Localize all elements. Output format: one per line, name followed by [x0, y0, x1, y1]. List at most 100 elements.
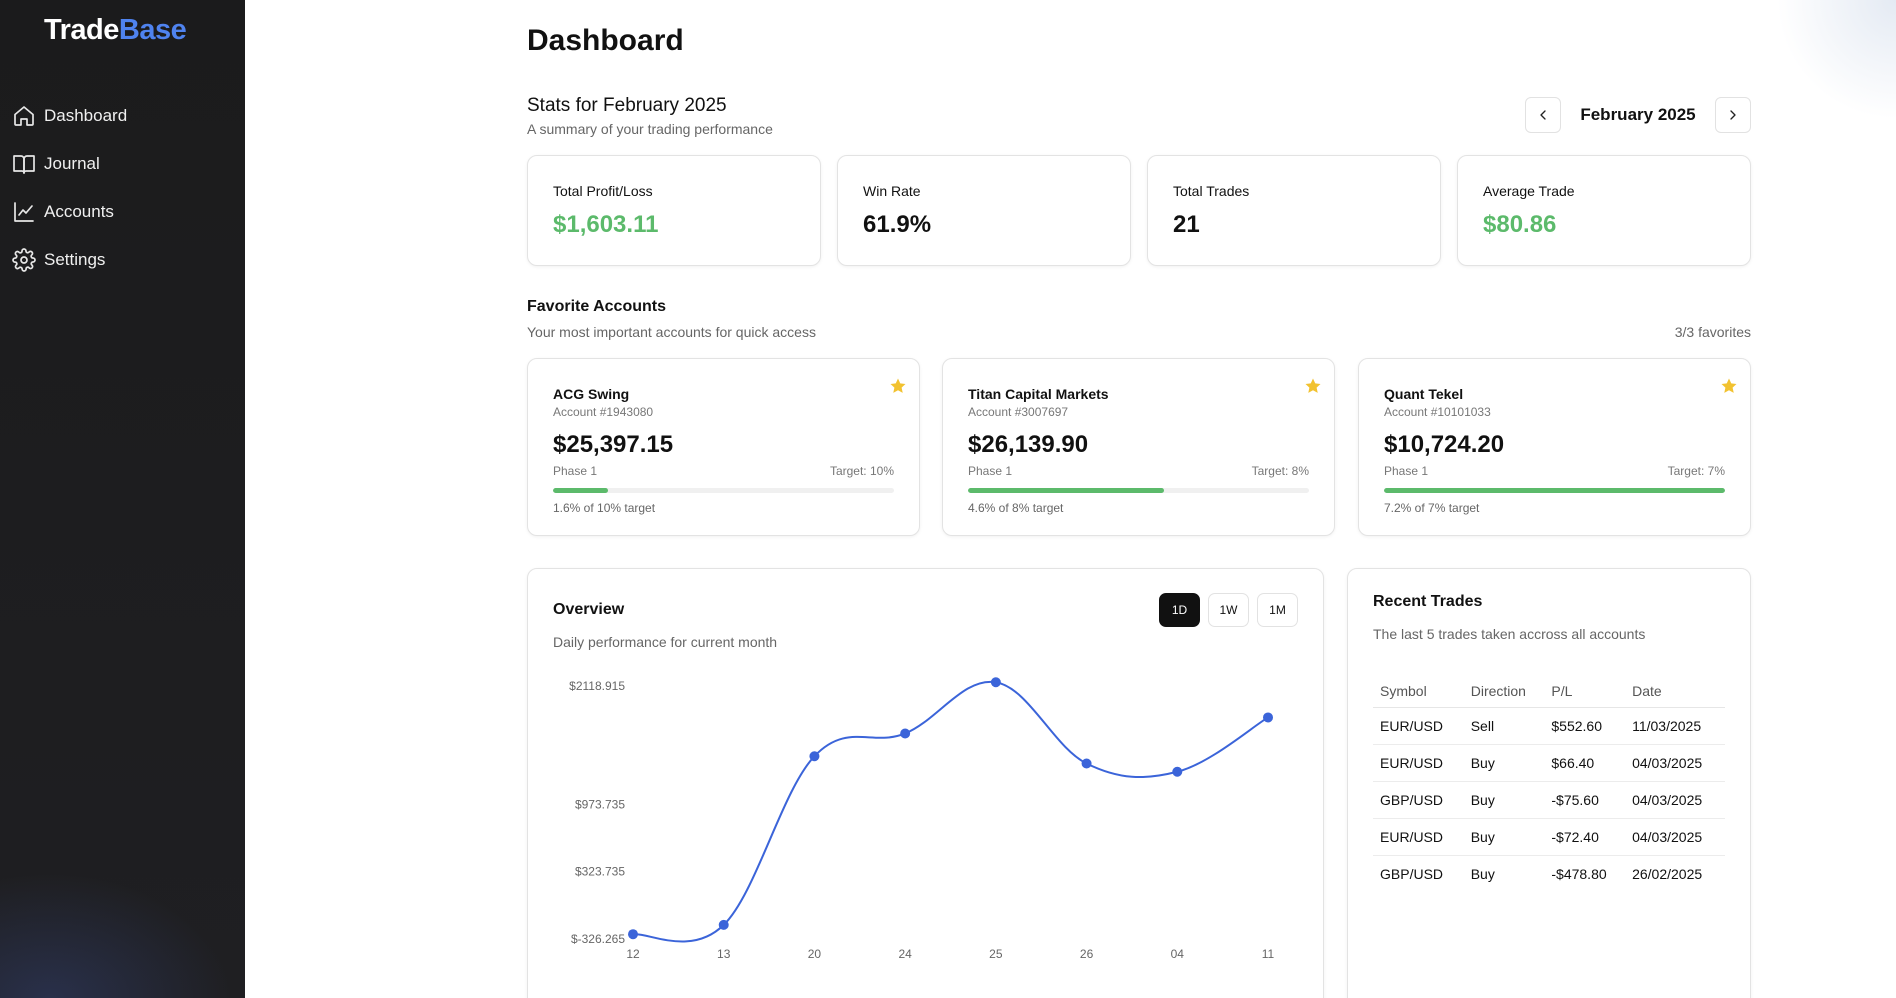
- y-tick-label: $-326.265: [571, 932, 625, 946]
- sidebar-item-settings[interactable]: Settings: [12, 236, 127, 284]
- star-icon: [890, 378, 906, 393]
- trade-date: 04/03/2025: [1625, 781, 1725, 819]
- recent-trades-title: Recent Trades: [1373, 593, 1483, 610]
- account-card[interactable]: Titan Capital Markets Account #3007697 $…: [942, 358, 1335, 536]
- data-point[interactable]: [1263, 712, 1273, 723]
- x-tick-label: 25: [989, 947, 1003, 961]
- sidebar: TradeBase Dashboard Journal Accounts Set…: [0, 0, 245, 998]
- x-tick-label: 04: [1171, 947, 1185, 961]
- series-line: [632, 680, 1269, 943]
- home-icon: [14, 106, 34, 126]
- favorites-count: 3/3 favorites: [1674, 324, 1751, 340]
- trade-date: 11/03/2025: [1625, 707, 1725, 745]
- next-month-button[interactable]: [1715, 97, 1751, 133]
- trade-pl: -$478.80: [1551, 865, 1607, 882]
- trade-direction: Buy: [1463, 818, 1545, 856]
- stat-label: Win Rate: [863, 183, 921, 199]
- range-button-1w[interactable]: 1W: [1208, 593, 1249, 627]
- table-row[interactable]: EUR/USD Sell $552.60 11/03/2025: [1373, 707, 1725, 745]
- table-row[interactable]: EUR/USD Buy $66.40 04/03/2025: [1373, 744, 1725, 782]
- trade-pl: -$75.60: [1544, 781, 1626, 819]
- account-name: Titan Capital Markets: [968, 386, 1109, 402]
- data-point[interactable]: [900, 728, 911, 739]
- progress-fill: [553, 488, 608, 493]
- current-month-label: February 2025: [1580, 105, 1696, 124]
- y-tick-label: $2118.915: [569, 679, 625, 693]
- column-header-pl[interactable]: P/L: [1544, 675, 1626, 708]
- account-card[interactable]: Quant Tekel Account #10101033 $10,724.20…: [1358, 358, 1751, 536]
- data-point[interactable]: [990, 677, 1001, 688]
- data-point[interactable]: [809, 751, 820, 762]
- recent-trades-table: Symbol Direction P/L Date EUR/USD Sell $…: [1373, 675, 1725, 892]
- logo-main-text: Trade: [44, 14, 119, 46]
- x-tick-label: 13: [717, 947, 731, 961]
- range-selector: 1D 1W 1M: [1151, 593, 1298, 627]
- stat-label: Total Trades: [1173, 183, 1250, 199]
- column-header-date[interactable]: Date: [1625, 675, 1725, 708]
- trade-date: 04/03/2025: [1625, 744, 1725, 782]
- data-point[interactable]: [1081, 758, 1092, 769]
- app-logo[interactable]: TradeBase: [44, 14, 187, 47]
- data-point[interactable]: [1172, 766, 1183, 777]
- y-tick-label: $323.735: [575, 865, 625, 879]
- trade-pl: $66.40: [1544, 744, 1626, 782]
- logo-accent-text: Base: [118, 14, 187, 46]
- column-header-symbol[interactable]: Symbol: [1373, 675, 1464, 708]
- trade-symbol: EUR/USD: [1373, 744, 1464, 782]
- month-navigator: February 2025: [1525, 97, 1751, 133]
- table-row[interactable]: EUR/USD Buy -$72.40 04/03/2025: [1373, 818, 1725, 856]
- trade-direction: Sell: [1463, 707, 1545, 745]
- account-name: Quant Tekel: [1384, 386, 1464, 402]
- progress-bar: [553, 488, 894, 493]
- account-target: Target: 10%: [829, 464, 894, 478]
- data-point[interactable]: [628, 929, 638, 940]
- trade-direction: Buy: [1470, 865, 1495, 882]
- range-button-1m[interactable]: 1M: [1257, 593, 1298, 627]
- stat-value: $80.86: [1483, 211, 1557, 238]
- trade-date: 26/02/2025: [1632, 865, 1703, 882]
- progress-fill: [968, 488, 1165, 493]
- trade-direction: Buy: [1463, 781, 1545, 819]
- table-row[interactable]: GBP/USD Buy -$75.60 04/03/2025: [1373, 781, 1725, 819]
- account-name: ACG Swing: [553, 386, 630, 402]
- favorite-star-button[interactable]: [1304, 377, 1322, 395]
- chevron-right-icon: [1730, 110, 1736, 120]
- account-phase: Phase 1: [968, 464, 1013, 478]
- stat-label: Average Trade: [1483, 183, 1575, 199]
- line-chart-icon: [14, 202, 34, 222]
- star-icon: [1721, 378, 1737, 393]
- account-number: Account #10101033: [1384, 405, 1491, 419]
- table-row[interactable]: GBP/USD Buy -$478.80 26/02/2025: [1373, 855, 1725, 892]
- sidebar-nav: Dashboard Journal Accounts Settings: [12, 92, 127, 284]
- background-glow: [1776, 0, 1896, 120]
- account-balance: $25,397.15: [553, 431, 674, 458]
- table-header-row: Symbol Direction P/L Date: [1373, 675, 1725, 708]
- overview-title: Overview: [553, 601, 625, 618]
- stat-card-win-rate: Win Rate 61.9%: [837, 155, 1131, 266]
- favorite-star-button[interactable]: [889, 377, 907, 395]
- data-point[interactable]: [718, 919, 729, 930]
- sidebar-item-label: Journal: [44, 154, 100, 173]
- sidebar-item-journal[interactable]: Journal: [12, 140, 127, 188]
- range-button-1d[interactable]: 1D: [1159, 593, 1200, 627]
- account-card[interactable]: ACG Swing Account #1943080 $25,397.15 Ph…: [527, 358, 920, 536]
- account-balance: $26,139.90: [968, 431, 1089, 458]
- gear-icon: [12, 248, 36, 272]
- favorite-star-button[interactable]: [1720, 377, 1738, 395]
- x-tick-label: 24: [898, 947, 912, 961]
- account-target: Target: 7%: [1667, 464, 1725, 478]
- stat-card-total-profit-loss: Total Profit/Loss $1,603.11: [527, 155, 821, 266]
- trade-pl: -$72.40: [1544, 818, 1626, 856]
- favorites-title: Favorite Accounts: [527, 298, 666, 315]
- trade-direction: Buy: [1463, 744, 1545, 782]
- stat-card-average-trade: Average Trade $80.86: [1457, 155, 1751, 266]
- overview-card: Overview Daily performance for current m…: [527, 568, 1324, 998]
- progress-caption: 4.6% of 8% target: [968, 501, 1064, 515]
- sidebar-item-dashboard[interactable]: Dashboard: [12, 92, 127, 140]
- progress-caption: 7.2% of 7% target: [1384, 501, 1480, 515]
- favorites-subtitle: Your most important accounts for quick a…: [527, 324, 816, 340]
- column-header-direction[interactable]: Direction: [1463, 675, 1545, 708]
- previous-month-button[interactable]: [1525, 97, 1561, 133]
- sidebar-item-accounts[interactable]: Accounts: [12, 188, 127, 236]
